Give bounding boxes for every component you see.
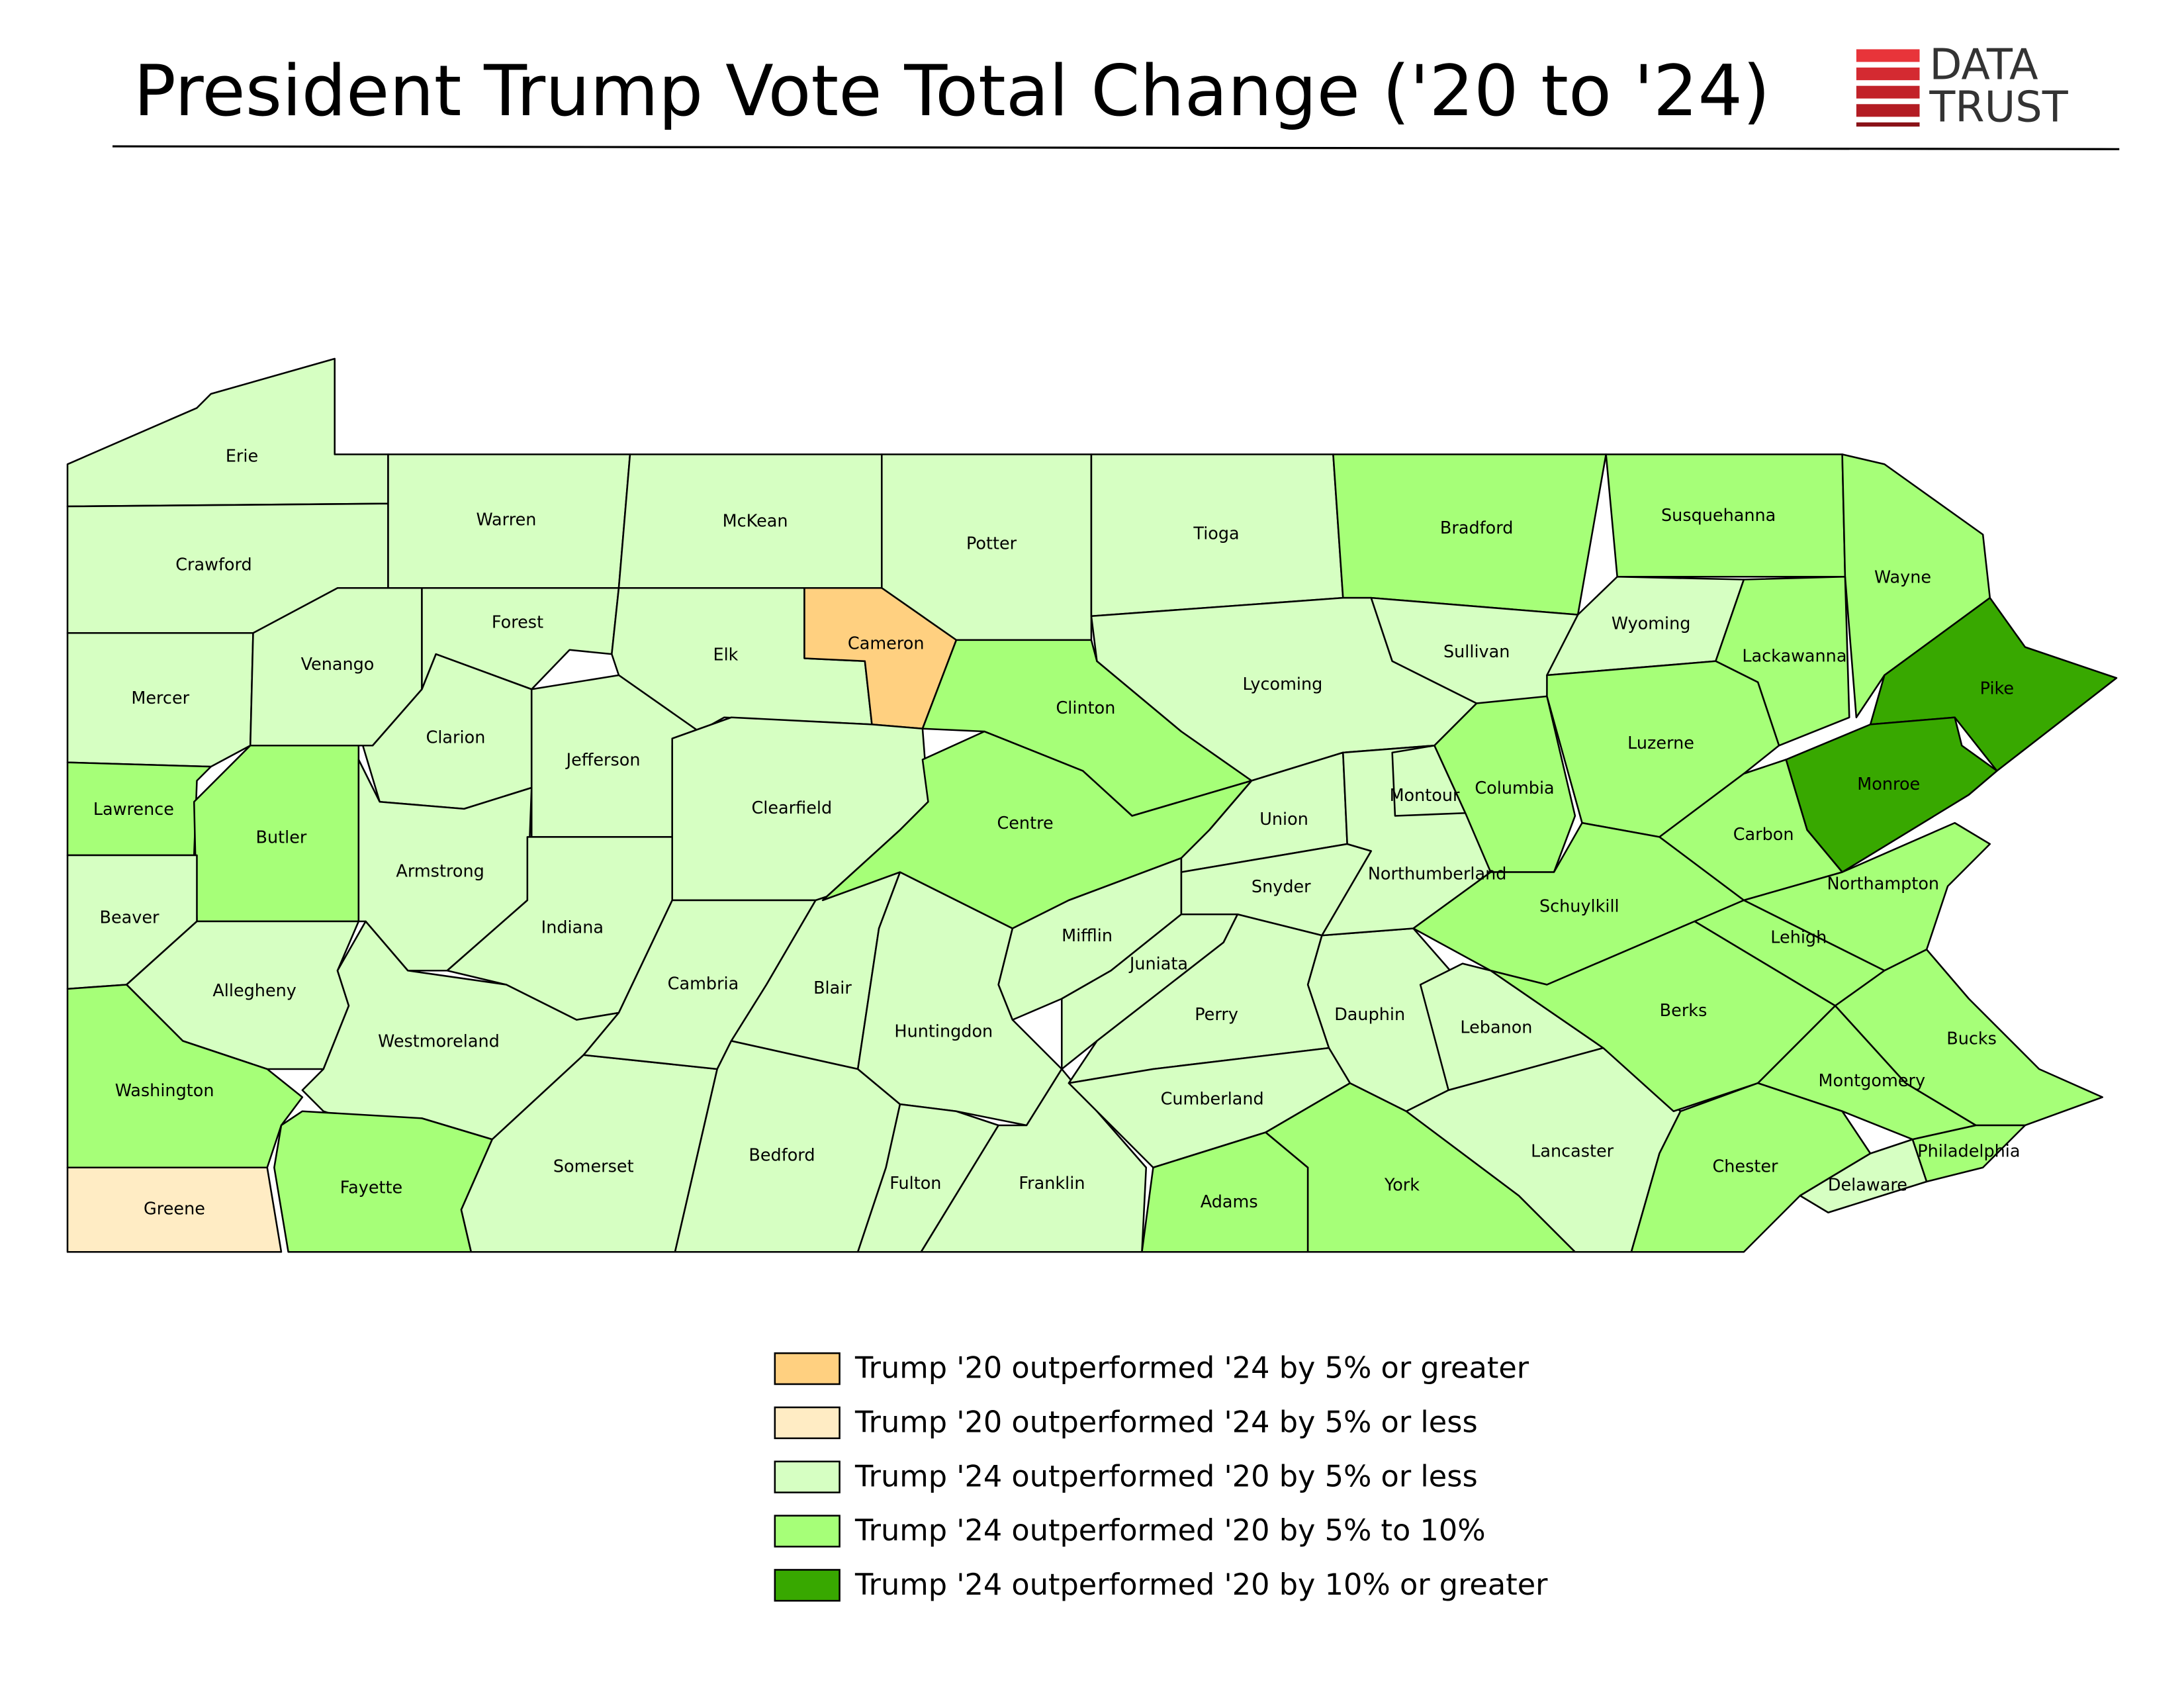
county-label: Lackawanna	[1742, 646, 1846, 666]
county-label: Washington	[115, 1081, 214, 1101]
county-label: Forest	[492, 612, 543, 632]
county-label: Philadelphia	[1917, 1141, 2020, 1161]
county-label: Warren	[476, 510, 536, 530]
county-label: Schuylkill	[1539, 897, 1619, 917]
county-label: Elk	[713, 645, 738, 665]
county-label: Snyder	[1251, 877, 1311, 897]
county-label: Clinton	[1056, 698, 1116, 718]
county-label: Westmoreland	[378, 1032, 500, 1052]
legend-label: Trump '20 outperformed '24 by 5% or less	[854, 1405, 1478, 1440]
county-label: Erie	[226, 447, 258, 467]
county-label: Berks	[1660, 1001, 1707, 1021]
county-label: Wayne	[1874, 567, 1931, 587]
title-rule	[112, 145, 2120, 150]
county-label: Butler	[256, 828, 307, 848]
county-label: Lycoming	[1243, 675, 1323, 694]
legend-label: Trump '20 outperformed '24 by 5% or grea…	[854, 1351, 1529, 1385]
county-label: Bradford	[1440, 518, 1514, 538]
label-layer: Erie Crawford Warren McKean Potter Tioga Bradf…	[93, 447, 2021, 1219]
county-label: Huntingdon	[894, 1022, 993, 1042]
county-label: Lawrence	[93, 800, 174, 820]
county-label: Northampton	[1827, 874, 1939, 894]
county-label: Carbon	[1733, 825, 1794, 845]
county-label: Montour	[1390, 786, 1460, 806]
county-label: Cameron	[848, 633, 925, 653]
county-label: Bedford	[749, 1146, 815, 1166]
county-label: Lebanon	[1460, 1017, 1532, 1037]
logo-text: DATA	[1929, 41, 2038, 90]
county-label: Jefferson	[565, 751, 641, 771]
county-layer	[66, 357, 2118, 1253]
county-label: Venango	[301, 655, 375, 675]
county-label: Clearfield	[752, 798, 833, 818]
county	[1911, 1124, 2026, 1183]
legend-label: Trump '24 outperformed '20 by 10% or gre…	[854, 1568, 1548, 1602]
county-label: Franklin	[1019, 1174, 1085, 1194]
county	[66, 1166, 283, 1253]
county-label: Union	[1259, 810, 1308, 829]
county-label: Clarion	[426, 728, 486, 748]
county-label: Luzerne	[1627, 733, 1694, 753]
county	[66, 632, 254, 768]
county-label: Adams	[1201, 1192, 1258, 1212]
county-label: Pike	[1980, 679, 2014, 698]
county-label: Lehigh	[1770, 927, 1827, 947]
county-label: Blair	[813, 978, 852, 998]
county-label: Armstrong	[396, 861, 484, 881]
legend-swatch	[774, 1406, 841, 1440]
county-label: Mercer	[131, 688, 189, 708]
county-label: Cumberland	[1161, 1090, 1264, 1109]
legend-label: Trump '24 outperformed '20 by 5% or less	[854, 1459, 1478, 1493]
county-label: Delaware	[1828, 1175, 1907, 1195]
title: President Trump Vote Total Change ('20 t…	[134, 50, 1770, 132]
county-label: Chester	[1712, 1157, 1778, 1177]
county-label: Cambria	[668, 974, 739, 994]
county-label: Potter	[966, 534, 1017, 553]
county-label: Fayette	[340, 1178, 402, 1198]
county-label: Mifflin	[1062, 926, 1113, 946]
county-label: Bucks	[1946, 1029, 1997, 1049]
logo-stripe	[1856, 49, 1920, 62]
county-label: Juniata	[1128, 955, 1188, 974]
county-label: Montgomery	[1818, 1071, 1925, 1091]
logo-stripe	[1856, 104, 1920, 117]
logo-stripe	[1856, 85, 1920, 99]
county	[1433, 695, 1576, 873]
county-label: Somerset	[553, 1157, 634, 1177]
county-label: Greene	[144, 1199, 205, 1219]
county-label: Columbia	[1475, 778, 1554, 798]
county	[66, 357, 389, 508]
logo-stripe	[1856, 122, 1920, 127]
county-label: Perry	[1195, 1005, 1238, 1025]
county-label: Beaver	[99, 908, 159, 928]
county-label: McKean	[723, 511, 788, 531]
county-label: York	[1384, 1175, 1420, 1195]
county-label: Allegheny	[212, 981, 296, 1001]
county-label: Northumberland	[1368, 865, 1507, 884]
county-label: Wyoming	[1612, 614, 1691, 634]
county-label: Sullivan	[1443, 642, 1510, 662]
county-label: Dauphin	[1334, 1005, 1405, 1025]
legend-label: Trump '24 outperformed '20 by 5% to 10%	[854, 1513, 1486, 1548]
county-label: Indiana	[541, 917, 604, 937]
legend-swatch	[774, 1569, 841, 1602]
logo-stripe	[1856, 68, 1920, 81]
county-label: Tioga	[1193, 524, 1239, 544]
legend: Trump '20 outperformed '24 by 5% or grea…	[774, 1351, 1548, 1602]
legend-swatch	[774, 1515, 841, 1548]
county-label: Monroe	[1857, 774, 1920, 794]
logo-text: TRUST	[1929, 83, 2068, 132]
county-label: Susquehanna	[1661, 506, 1776, 526]
county-label: Fulton	[889, 1174, 941, 1194]
county-label: Lancaster	[1531, 1141, 1614, 1161]
logo: DATA TRUST	[1856, 41, 2069, 132]
legend-swatch	[774, 1352, 841, 1385]
county-label: Crawford	[175, 555, 252, 575]
county-label: Centre	[997, 814, 1053, 833]
legend-swatch	[774, 1460, 841, 1493]
county	[920, 1068, 1148, 1253]
